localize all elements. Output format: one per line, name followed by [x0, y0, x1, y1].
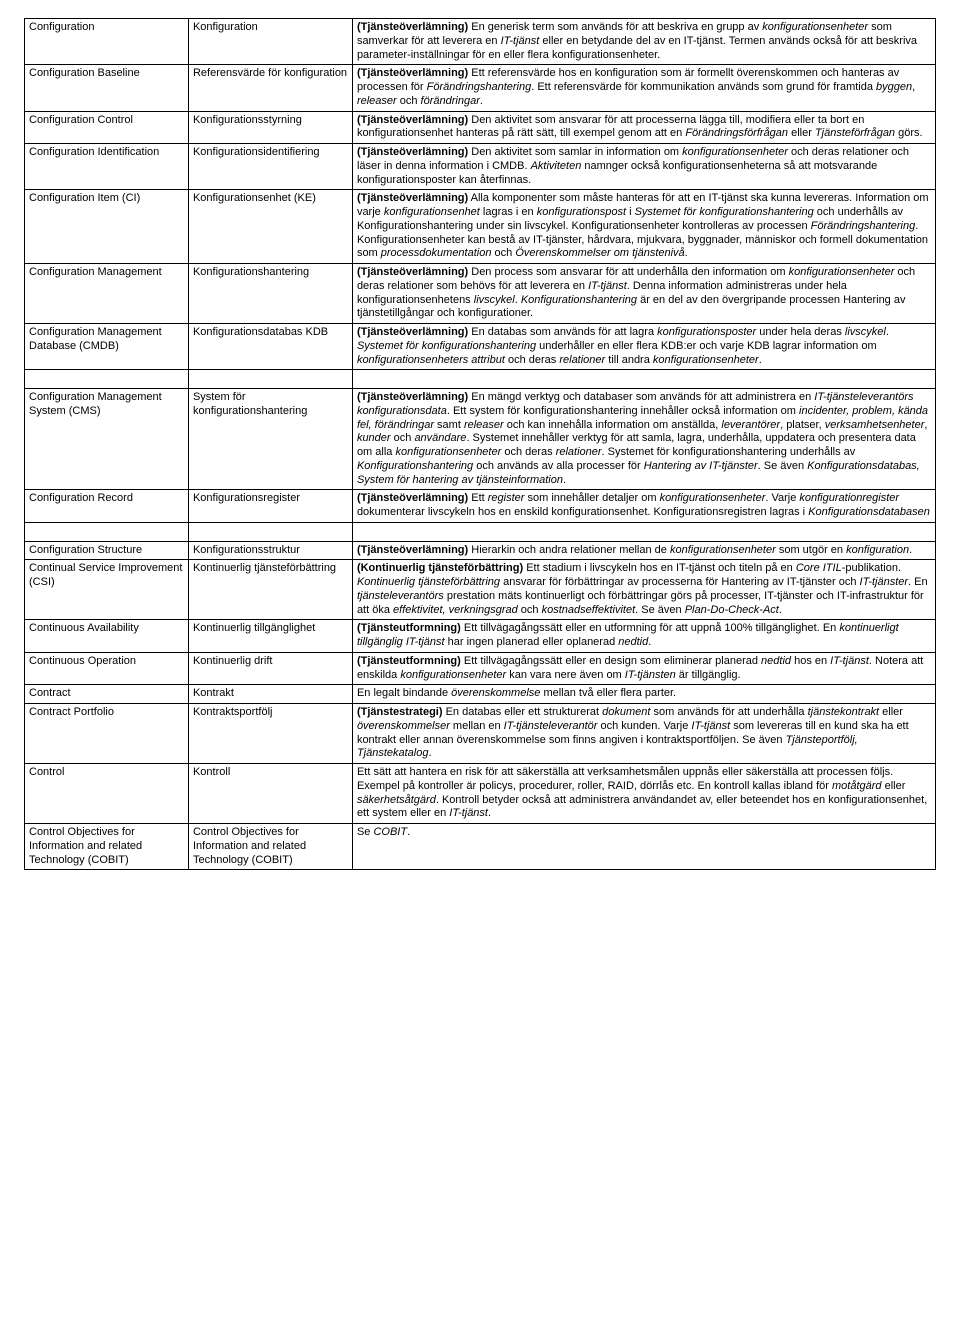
term-sv: Konfigurationsdatabas KDB: [188, 324, 352, 370]
term-en: Configuration Management: [25, 264, 189, 324]
table-row: ConfigurationKonfiguration(Tjänsteöverlä…: [25, 19, 936, 65]
term-en: Configuration Control: [25, 111, 189, 144]
term-en: Configuration Management Database (CMDB): [25, 324, 189, 370]
term-definition: (Tjänsteöverlämning) En databas som anvä…: [352, 324, 935, 370]
term-definition: Se COBIT.: [352, 824, 935, 870]
term-definition: (Tjänsteutformning) Ett tillvägagångssät…: [352, 652, 935, 685]
table-row: Configuration ControlKonfigurationsstyrn…: [25, 111, 936, 144]
table-row: ContractKontraktEn legalt bindande övere…: [25, 685, 936, 704]
term-en: Continual Service Improvement (CSI): [25, 560, 189, 620]
table-row: Continuous AvailabilityKontinuerlig till…: [25, 620, 936, 653]
term-definition: (Tjänstestrategi) En databas eller ett s…: [352, 704, 935, 764]
term-definition: Ett sätt att hantera en risk för att säk…: [352, 764, 935, 824]
term-en: Configuration Item (CI): [25, 190, 189, 264]
table-row: Configuration Item (CI)Konfigurationsenh…: [25, 190, 936, 264]
table-row: Configuration Management Database (CMDB)…: [25, 324, 936, 370]
term-sv: Konfiguration: [188, 19, 352, 65]
term-definition: (Tjänsteöverlämning) Den aktivitet som s…: [352, 144, 935, 190]
table-row: Configuration Management System (CMS)Sys…: [25, 389, 936, 490]
term-en: Continuous Availability: [25, 620, 189, 653]
term-sv: Kontroll: [188, 764, 352, 824]
table-row: Configuration StructureKonfigurationsstr…: [25, 541, 936, 560]
term-en: Configuration Record: [25, 490, 189, 523]
term-sv: Konfigurationsstyrning: [188, 111, 352, 144]
table-row: Configuration IdentificationKonfiguratio…: [25, 144, 936, 190]
glossary-table: ConfigurationKonfiguration(Tjänsteöverlä…: [24, 18, 936, 870]
term-definition: (Tjänsteöverlämning) Ett referensvärde h…: [352, 65, 935, 111]
term-en: Contract: [25, 685, 189, 704]
table-row: Continual Service Improvement (CSI)Konti…: [25, 560, 936, 620]
term-en: Configuration Identification: [25, 144, 189, 190]
term-sv: Kontrakt: [188, 685, 352, 704]
term-sv: Control Objectives for Information and r…: [188, 824, 352, 870]
term-sv: Kontinuerlig tillgänglighet: [188, 620, 352, 653]
term-definition: (Tjänsteöverlämning) Alla komponenter so…: [352, 190, 935, 264]
term-en: Contract Portfolio: [25, 704, 189, 764]
table-row: Configuration RecordKonfigurationsregist…: [25, 490, 936, 523]
term-sv: System för konfigurationshantering: [188, 389, 352, 490]
term-en: Continuous Operation: [25, 652, 189, 685]
term-en: Configuration Baseline: [25, 65, 189, 111]
term-definition: (Tjänsteöverlämning) Den aktivitet som a…: [352, 111, 935, 144]
term-sv: Referensvärde för konfiguration: [188, 65, 352, 111]
table-gap-row: [25, 522, 936, 541]
term-sv: Konfigurationsregister: [188, 490, 352, 523]
term-definition: (Kontinuerlig tjänsteförbättring) Ett st…: [352, 560, 935, 620]
term-sv: Konfigurationsidentifiering: [188, 144, 352, 190]
term-sv: Kontinuerlig drift: [188, 652, 352, 685]
term-sv: Konfigurationshantering: [188, 264, 352, 324]
term-definition: En legalt bindande överenskommelse mella…: [352, 685, 935, 704]
term-definition: (Tjänsteöverlämning) En mängd verktyg oc…: [352, 389, 935, 490]
term-en: Control: [25, 764, 189, 824]
term-sv: Konfigurationsenhet (KE): [188, 190, 352, 264]
table-gap-row: [25, 370, 936, 389]
term-sv: Kontraktsportfölj: [188, 704, 352, 764]
term-definition: (Tjänsteöverlämning) En generisk term so…: [352, 19, 935, 65]
term-definition: (Tjänsteöverlämning) Ett register som in…: [352, 490, 935, 523]
table-row: Control Objectives for Information and r…: [25, 824, 936, 870]
term-sv: Konfigurationsstruktur: [188, 541, 352, 560]
term-en: Configuration Management System (CMS): [25, 389, 189, 490]
term-en: Control Objectives for Information and r…: [25, 824, 189, 870]
table-row: Contract PortfolioKontraktsportfölj(Tjän…: [25, 704, 936, 764]
term-definition: (Tjänsteutformning) Ett tillvägagångssät…: [352, 620, 935, 653]
table-row: Continuous OperationKontinuerlig drift(T…: [25, 652, 936, 685]
term-en: Configuration: [25, 19, 189, 65]
term-sv: Kontinuerlig tjänsteförbättring: [188, 560, 352, 620]
term-definition: (Tjänsteöverlämning) Hierarkin och andra…: [352, 541, 935, 560]
table-row: ControlKontrollEtt sätt att hantera en r…: [25, 764, 936, 824]
term-definition: (Tjänsteöverlämning) Den process som ans…: [352, 264, 935, 324]
table-row: Configuration ManagementKonfigurationsha…: [25, 264, 936, 324]
table-row: Configuration BaselineReferensvärde för …: [25, 65, 936, 111]
term-en: Configuration Structure: [25, 541, 189, 560]
